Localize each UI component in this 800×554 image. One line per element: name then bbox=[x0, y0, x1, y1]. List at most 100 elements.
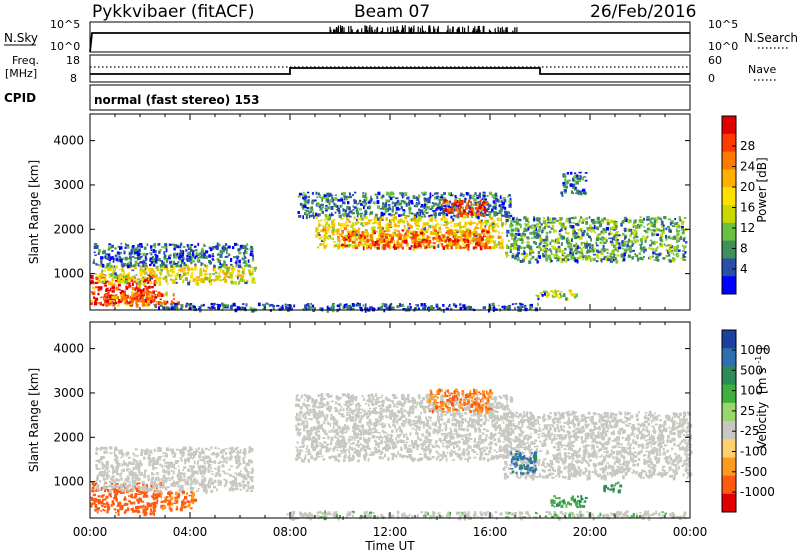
data-cell bbox=[392, 196, 395, 198]
data-cell bbox=[164, 275, 168, 279]
data-cell bbox=[111, 250, 114, 252]
data-cell bbox=[425, 230, 428, 234]
data-cell bbox=[239, 244, 243, 248]
data-cell bbox=[157, 244, 160, 246]
data-cell bbox=[417, 237, 421, 241]
data-cell bbox=[500, 242, 504, 246]
data-cell bbox=[242, 460, 245, 465]
data-cell bbox=[106, 299, 110, 303]
data-cell bbox=[621, 243, 626, 247]
data-cell bbox=[492, 222, 495, 225]
data-cell bbox=[472, 194, 475, 198]
data-cell bbox=[447, 222, 450, 225]
data-cell bbox=[484, 210, 487, 215]
data-cell bbox=[155, 259, 158, 263]
data-cell bbox=[677, 249, 681, 252]
data-cell bbox=[569, 291, 573, 295]
data-cell bbox=[122, 296, 125, 300]
data-cell bbox=[407, 226, 409, 228]
data-cell bbox=[120, 289, 124, 293]
data-cell bbox=[423, 307, 426, 310]
data-cell bbox=[202, 280, 205, 284]
data-cell bbox=[418, 211, 421, 214]
data-cell bbox=[104, 451, 107, 454]
data-cell bbox=[115, 257, 119, 262]
data-cell bbox=[589, 249, 593, 252]
data-cell bbox=[596, 244, 599, 247]
data-cell bbox=[143, 276, 147, 279]
data-cell bbox=[531, 226, 534, 229]
data-cell bbox=[224, 452, 228, 455]
data-cell bbox=[146, 502, 150, 506]
data-cell bbox=[483, 220, 486, 224]
data-cell bbox=[420, 206, 422, 208]
data-cell bbox=[349, 195, 352, 199]
data-cell bbox=[655, 227, 658, 232]
data-cell bbox=[366, 234, 369, 238]
data-cell bbox=[605, 226, 609, 231]
data-cell bbox=[415, 304, 418, 306]
data-cell bbox=[200, 279, 203, 281]
data-cell bbox=[338, 214, 342, 218]
data-cell bbox=[442, 304, 445, 307]
data-cell bbox=[138, 248, 141, 252]
data-cell bbox=[219, 261, 221, 265]
data-cell bbox=[621, 240, 624, 243]
data-cell bbox=[141, 268, 145, 271]
data-cell bbox=[261, 303, 266, 306]
data-cell bbox=[100, 510, 103, 512]
data-cell bbox=[227, 245, 231, 249]
data-cell bbox=[126, 244, 130, 247]
data-cell bbox=[503, 198, 507, 203]
data-cell bbox=[593, 253, 596, 256]
cpid-text: normal (fast stereo) 153 bbox=[94, 93, 260, 107]
data-cell bbox=[368, 219, 372, 222]
data-cell bbox=[99, 286, 103, 290]
data-cell bbox=[473, 211, 476, 215]
data-cell bbox=[208, 259, 212, 263]
data-cell bbox=[420, 231, 424, 235]
data-cell bbox=[598, 223, 602, 228]
data-cell bbox=[92, 277, 95, 280]
data-cell bbox=[473, 233, 475, 237]
data-cell bbox=[642, 221, 645, 224]
data-cell bbox=[307, 207, 310, 210]
data-cell bbox=[350, 234, 353, 236]
data-cell bbox=[586, 249, 590, 254]
data-cell bbox=[114, 493, 117, 497]
freq-tick-top: 18 bbox=[66, 54, 80, 67]
data-cell bbox=[170, 278, 172, 281]
data-cell bbox=[662, 226, 665, 229]
data-cell bbox=[651, 241, 655, 245]
data-cell bbox=[202, 459, 204, 462]
data-cell bbox=[627, 254, 631, 258]
data-cell bbox=[634, 233, 638, 238]
data-cell bbox=[244, 281, 248, 285]
data-cell bbox=[574, 179, 577, 183]
data-blob bbox=[95, 446, 254, 494]
data-cell bbox=[357, 304, 360, 307]
data-cell bbox=[112, 475, 115, 479]
data-cell bbox=[386, 191, 390, 196]
data-cell bbox=[340, 231, 343, 235]
data-cell bbox=[396, 204, 400, 206]
data-cell bbox=[480, 203, 483, 207]
data-cell bbox=[533, 235, 537, 239]
data-cell bbox=[434, 215, 437, 219]
data-cell bbox=[197, 254, 200, 257]
data-cell bbox=[630, 247, 632, 252]
data-cell bbox=[432, 237, 436, 240]
data-cell bbox=[517, 309, 521, 312]
data-cell bbox=[236, 453, 240, 457]
data-cell bbox=[93, 259, 95, 263]
data-cell bbox=[146, 300, 150, 304]
data-cell bbox=[418, 212, 420, 216]
data-cell bbox=[382, 202, 385, 205]
data-cell bbox=[194, 265, 197, 270]
data-cell bbox=[223, 263, 226, 267]
data-cell bbox=[459, 238, 461, 242]
data-cell bbox=[209, 459, 213, 463]
data-cell bbox=[436, 223, 440, 226]
data-cell bbox=[450, 245, 453, 247]
data-cell bbox=[393, 229, 397, 232]
